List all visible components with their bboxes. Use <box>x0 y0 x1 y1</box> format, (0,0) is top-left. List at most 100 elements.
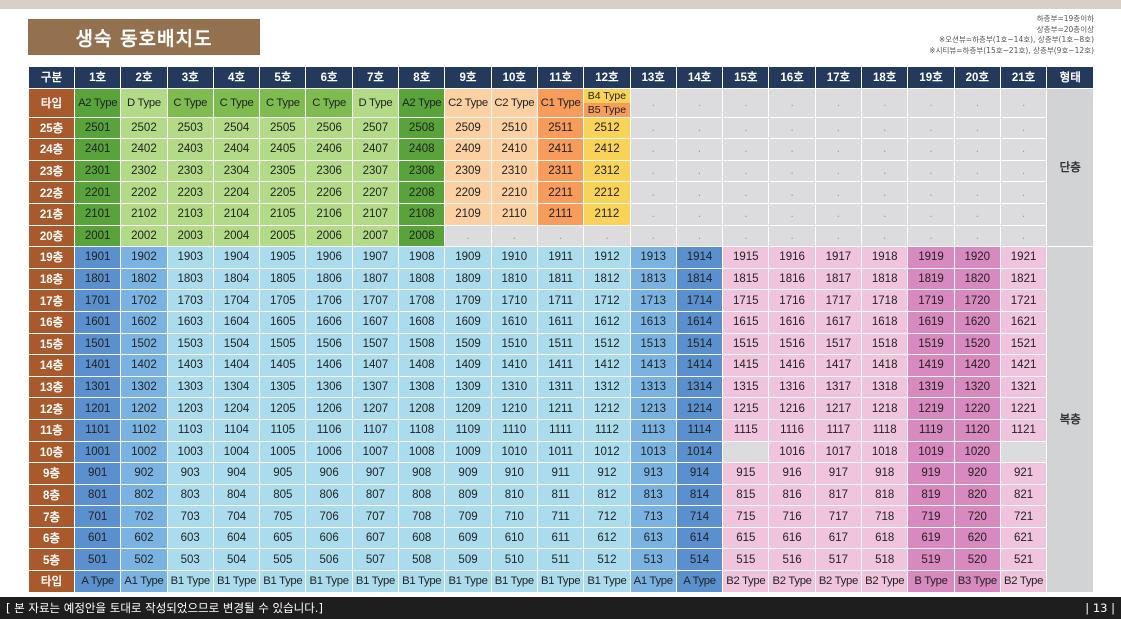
unit-cell: 1306 <box>305 375 353 399</box>
unit-cell: 1801 <box>73 267 122 291</box>
unit-cell: 2205 <box>259 181 307 204</box>
floor-row: 20층 2001 2002 2003 2004 2005 2006 2007 2008.....… <box>28 224 1094 248</box>
unit-cell: 1909 <box>444 246 492 269</box>
unit-cell: 609 <box>444 526 492 550</box>
unit-cell: 1907 <box>351 246 400 269</box>
unit-cell: 915 <box>722 462 770 485</box>
unit-cell: 1213 <box>629 397 677 420</box>
type-cell: C1 Type <box>536 87 585 118</box>
type-cell: A Type <box>675 570 724 593</box>
unit-cell: 2503 <box>166 116 214 140</box>
unit-cell: 1105 <box>259 418 307 442</box>
unit-cell: 1820 <box>953 267 1001 291</box>
type-cell: B2 Type <box>814 570 863 593</box>
unit-cell: 2005 <box>259 224 307 248</box>
unit-cell: 613 <box>629 526 677 550</box>
unit-cell: 2310 <box>490 159 538 183</box>
unit-cell: 717 <box>814 505 863 528</box>
type-cell: B1 Type <box>583 570 631 593</box>
unit-cell: 1520 <box>953 332 1001 356</box>
unit-cell: 2007 <box>351 224 400 248</box>
unit-cell: 2408 <box>398 138 446 161</box>
unit-cell: 1720 <box>953 289 1001 312</box>
type-cell: . <box>768 87 816 118</box>
unit-cell: 904 <box>212 462 261 485</box>
unit-cell: 1207 <box>351 397 400 420</box>
type-cell: B2 Type <box>722 570 770 593</box>
unit-cell: 1114 <box>675 418 724 442</box>
unit-cell: 2106 <box>305 202 353 226</box>
column-header: 12호 <box>583 66 631 89</box>
type-cell: D Type <box>351 87 400 118</box>
unit-cell: 2504 <box>212 116 261 140</box>
unit-cell: 1608 <box>398 310 446 334</box>
disclaimer-text: [ 본 자료는 예정안을 토대로 작성되었으므로 변경될 수 있습니다.] <box>6 601 323 615</box>
unit-cell: 1117 <box>814 418 863 442</box>
unit-cell: 2001 <box>73 224 122 248</box>
unit-cell: 914 <box>675 462 724 485</box>
unit-cell: 821 <box>999 483 1048 507</box>
unit-cell: 1617 <box>814 310 863 334</box>
unit-cell: 718 <box>861 505 909 528</box>
unit-cell: 2004 <box>212 224 261 248</box>
unit-cell: 719 <box>907 505 955 528</box>
unit-cell: 1702 <box>120 289 168 312</box>
unit-cell: 1710 <box>490 289 538 312</box>
unit-cell: 706 <box>305 505 353 528</box>
unit-cell: 1503 <box>166 332 214 356</box>
unit-cell: 1511 <box>536 332 585 356</box>
unit-cell: . <box>907 181 955 204</box>
unit-cell: 2406 <box>305 138 353 161</box>
type-cell: B4 Type B5 Type <box>583 87 631 118</box>
unit-cell: 610 <box>490 526 538 550</box>
floor-label: 25층 <box>28 116 75 140</box>
unit-cell: 1507 <box>351 332 400 356</box>
unit-cell: 1407 <box>351 354 400 377</box>
unit-cell: 1604 <box>212 310 261 334</box>
type-row-top: 타입 A2 Type D Type C Type C Type C Type C Type D… <box>28 87 1095 248</box>
unit-cell: 809 <box>444 483 492 507</box>
unit-cell: 1017 <box>814 440 863 464</box>
type-cell: . <box>999 87 1048 118</box>
unit-cell: 1309 <box>444 375 492 399</box>
floor-label: 9층 <box>28 462 75 485</box>
unit-cell: 1716 <box>768 289 816 312</box>
unit-cell: 608 <box>398 526 446 550</box>
unit-cell: 1216 <box>768 397 816 420</box>
floor-row: 19층 1901 1902 1903 1904 1905 1906 1907 1908 1909 1… <box>28 246 1095 593</box>
type-cell: B1 Type <box>444 570 492 593</box>
unit-cell: 1418 <box>861 354 909 377</box>
type-cell: A2 Type <box>73 87 122 118</box>
unit-cell: 2203 <box>166 181 214 204</box>
column-header: 8호 <box>398 66 446 89</box>
unit-cell: 1104 <box>212 418 261 442</box>
unit-cell: 2111 <box>536 202 585 226</box>
unit-cell: 1202 <box>120 397 168 420</box>
unit-cell: . <box>953 138 1001 161</box>
form-upper: 단층 <box>1046 87 1095 248</box>
unit-cell: 1619 <box>907 310 955 334</box>
unit-cell: 1910 <box>490 246 538 269</box>
unit-cell: . <box>907 224 955 248</box>
unit-cell: 2109 <box>444 202 492 226</box>
unit-cell: 611 <box>536 526 585 550</box>
unit-cell: . <box>675 138 724 161</box>
type-cell-line: B5 Type <box>587 103 627 116</box>
page-number: | 13 | <box>1085 601 1115 615</box>
floor-row: 25층 2501 2502 2503 2504 2505 2506 2507 2508 2509 2… <box>28 116 1094 140</box>
unit-cell: 1707 <box>351 289 400 312</box>
type-cell: B2 Type <box>999 570 1048 593</box>
unit-cell: . <box>722 202 770 226</box>
unit-cell: 1809 <box>444 267 492 291</box>
unit-cell: 1116 <box>768 418 816 442</box>
note-line: 하층부=19층이하 <box>1036 14 1094 23</box>
unit-cell: 2502 <box>120 116 168 140</box>
unit-cell: 1508 <box>398 332 446 356</box>
unit-cell: . <box>953 202 1001 226</box>
type-cell: B1 Type <box>259 570 307 593</box>
unit-cell: 2204 <box>212 181 261 204</box>
unit-cell: 2301 <box>73 159 122 183</box>
type-cell: . <box>907 87 955 118</box>
unit-cell: 1509 <box>444 332 492 356</box>
note-line: ※오션뷰=하층부(1호~14호), 상층부(1호~8호) <box>938 35 1094 44</box>
